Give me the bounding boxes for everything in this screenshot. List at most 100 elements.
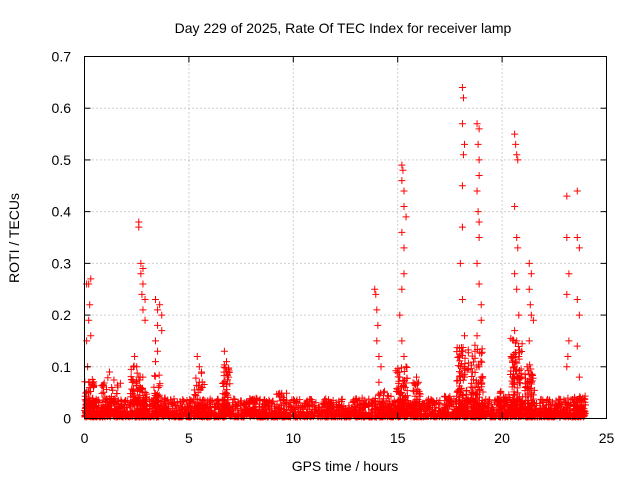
data-point	[573, 187, 581, 195]
data-point	[524, 404, 532, 412]
data-point	[90, 397, 98, 405]
data-point	[222, 368, 230, 376]
data-point	[273, 402, 281, 410]
data-point	[219, 379, 227, 387]
data-point	[138, 411, 146, 419]
data-point	[225, 373, 233, 381]
data-point	[375, 378, 383, 386]
data-point	[565, 270, 573, 278]
data-point	[475, 171, 483, 179]
data-point	[108, 383, 116, 391]
data-point	[479, 400, 487, 408]
data-point	[221, 364, 229, 372]
data-point	[458, 347, 466, 355]
data-point	[377, 363, 385, 371]
data-point	[296, 396, 304, 404]
data-point	[230, 395, 238, 403]
data-point	[82, 397, 90, 405]
data-point	[301, 399, 309, 407]
data-point	[323, 411, 331, 419]
data-point	[515, 379, 523, 387]
data-point	[447, 397, 455, 405]
data-point	[375, 390, 383, 398]
data-point	[99, 398, 107, 406]
data-point	[464, 349, 472, 357]
data-point	[535, 407, 543, 415]
data-point	[152, 398, 160, 406]
data-point	[475, 156, 483, 164]
data-point	[398, 161, 406, 169]
data-point	[220, 402, 228, 410]
data-point	[471, 347, 479, 355]
data-point	[98, 389, 106, 397]
data-point	[325, 399, 333, 407]
data-point	[229, 399, 237, 407]
data-point	[558, 411, 566, 419]
data-point	[191, 391, 199, 399]
data-point	[571, 393, 579, 401]
data-point	[110, 408, 118, 416]
data-point	[132, 398, 140, 406]
data-point	[471, 411, 479, 419]
data-point	[85, 316, 93, 324]
data-point	[154, 384, 162, 392]
x-tick-label: 0	[81, 430, 89, 446]
data-point	[455, 397, 463, 405]
data-point	[289, 407, 297, 415]
data-point	[156, 301, 164, 309]
data-point	[511, 390, 519, 398]
data-point	[456, 404, 464, 412]
data-point	[512, 410, 520, 418]
data-point	[338, 395, 346, 403]
data-point	[510, 380, 518, 388]
data-point	[193, 352, 201, 360]
x-tick-label: 15	[390, 430, 406, 446]
data-point	[524, 391, 532, 399]
data-point	[458, 84, 466, 92]
data-point	[350, 411, 358, 419]
data-point	[106, 368, 114, 376]
data-point	[351, 406, 359, 414]
data-point	[517, 373, 525, 381]
data-point	[361, 401, 369, 409]
data-point	[383, 411, 391, 419]
data-point	[461, 360, 469, 368]
data-point	[371, 285, 379, 293]
data-point	[397, 364, 405, 372]
data-point	[394, 409, 402, 417]
data-point	[467, 365, 475, 373]
data-point	[410, 400, 418, 408]
y-tick-label: 0.4	[52, 204, 72, 220]
data-point	[555, 395, 563, 403]
data-point	[581, 401, 589, 409]
data-point	[113, 390, 121, 398]
data-point	[161, 394, 169, 402]
data-point	[527, 270, 535, 278]
data-point	[396, 373, 404, 381]
data-point	[252, 405, 260, 413]
data-point	[85, 389, 93, 397]
data-point	[198, 408, 206, 416]
x-tick-label: 20	[494, 430, 510, 446]
data-point	[459, 94, 467, 102]
data-point	[136, 397, 144, 405]
y-tick-label: 0.7	[52, 49, 72, 65]
data-point	[410, 406, 418, 414]
data-point	[231, 400, 239, 408]
data-point	[456, 363, 464, 371]
data-point	[513, 285, 521, 293]
data-point	[329, 413, 337, 421]
data-point	[458, 296, 466, 304]
data-point	[461, 373, 469, 381]
data-point	[501, 409, 509, 417]
data-point	[525, 370, 533, 378]
y-axis-label: ROTI / TECUs	[6, 193, 22, 283]
data-point	[475, 218, 483, 226]
data-point	[394, 388, 402, 396]
data-point	[185, 413, 193, 421]
data-point	[469, 396, 477, 404]
data-point	[489, 413, 497, 421]
data-point	[321, 407, 329, 415]
data-point	[441, 403, 449, 411]
data-point	[474, 208, 482, 216]
